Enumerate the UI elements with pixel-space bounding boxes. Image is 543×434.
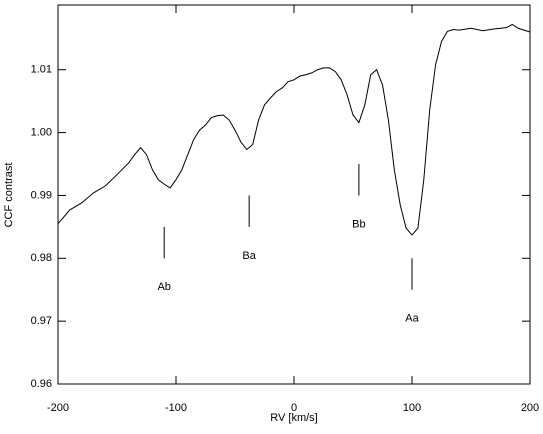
y-tick-label: 0.97 <box>31 315 52 327</box>
x-tick-label: 100 <box>403 402 421 414</box>
data-line <box>57 23 531 236</box>
annotation-label: Aa <box>405 313 419 325</box>
x-tick-label: 200 <box>521 402 539 414</box>
annotation-label: Ab <box>157 281 170 293</box>
y-tick-label: 0.99 <box>31 189 52 201</box>
x-tick-label: 0 <box>291 402 297 414</box>
annotation-label: Bb <box>352 218 365 230</box>
x-tick-label: -200 <box>47 402 69 414</box>
x-axis-label: RV [km/s] <box>270 412 317 424</box>
plot-frame <box>57 4 531 385</box>
y-tick-label: 0.98 <box>31 252 52 264</box>
y-tick-label: 1.00 <box>31 126 52 138</box>
y-tick-label: 0.96 <box>31 378 52 390</box>
y-axis-label: CCF contrast <box>3 163 15 228</box>
y-tick-label: 1.01 <box>31 64 52 76</box>
x-tick-label: -100 <box>165 402 187 414</box>
annotation-label: Ba <box>242 250 256 262</box>
